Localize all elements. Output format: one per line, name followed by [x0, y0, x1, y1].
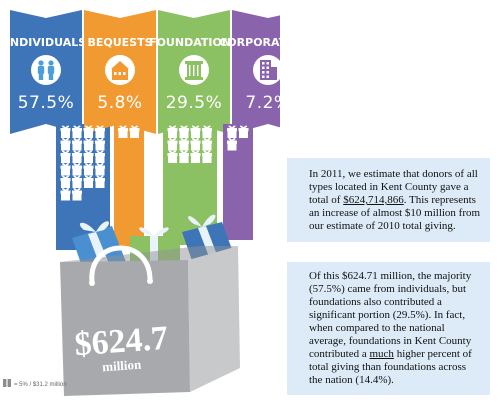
bag-front-panel	[60, 260, 190, 396]
gift-icon	[179, 125, 189, 138]
building-icon	[253, 55, 280, 85]
breakdown-text-box: Of this $624.71 million, the majority (5…	[287, 262, 490, 395]
gift-icon	[3, 379, 11, 387]
gift-icon	[83, 125, 94, 138]
value-label-corporations: 7.2%	[245, 93, 280, 113]
gift-icon	[72, 125, 82, 138]
gift-icon	[72, 150, 82, 163]
gift-icon	[129, 125, 140, 138]
infographic: INDIVIDUALS 57.5% BEQUESTS 5.8% FOUNDATIONS 2…	[3, 10, 280, 396]
gift-icon	[179, 137, 189, 151]
total-amount: $624.7	[73, 320, 169, 363]
bag-top-shadow	[60, 246, 238, 262]
column-icon	[179, 55, 209, 85]
gift-icon	[72, 162, 82, 176]
gift-icon	[60, 125, 71, 138]
value-label-individuals: 57.5%	[18, 93, 75, 113]
emphasis-much: much	[369, 348, 394, 360]
gift-icon	[95, 175, 105, 188]
gift-icon	[95, 125, 105, 138]
gift-icon	[83, 175, 94, 188]
bag-side-panel	[188, 246, 240, 392]
legend-text: = 5% / $31.2 million	[14, 382, 67, 388]
summary-text-start: In 2011, we estimate that donors of all …	[309, 168, 478, 206]
category-label-corporations: CORPORATIONS	[219, 36, 280, 49]
gift-stacks	[60, 125, 249, 201]
gift-icon	[118, 125, 128, 138]
gift-icon	[190, 125, 201, 138]
breakdown-text-end: higher percent of total giving than foun…	[309, 348, 472, 386]
gift-icon	[83, 162, 94, 176]
category-label-individuals: INDIVIDUALS	[6, 36, 86, 49]
gift-icon	[179, 150, 189, 163]
total-unit: million	[102, 357, 143, 375]
summary-text-end: . This represents an increase of almost …	[309, 194, 481, 232]
bag-handle	[89, 245, 153, 285]
gift-icon	[60, 175, 71, 188]
gift-icon	[72, 137, 82, 151]
strip-bequests	[114, 124, 144, 248]
gift-icon	[60, 187, 71, 201]
shopping-bag: $624.7 million	[60, 214, 240, 396]
gift-icon	[95, 162, 105, 176]
category-label-foundations: FOUNDATIONS	[149, 36, 239, 49]
gift-icon	[227, 125, 237, 138]
gift-icon	[95, 137, 105, 151]
gift-icon	[238, 125, 249, 138]
category-banners: INDIVIDUALS 57.5% BEQUESTS 5.8% FOUNDATIONS 2…	[6, 10, 280, 250]
gift-icon	[167, 137, 178, 151]
gift-icon	[202, 137, 212, 151]
gift-icon	[83, 137, 94, 151]
breakdown-text-start: Of this $624.71 million, the majority (5…	[309, 270, 472, 360]
gift-icon	[190, 150, 201, 163]
gift-icon	[202, 125, 212, 138]
gift-icon	[202, 150, 212, 163]
gift-icon	[60, 137, 71, 151]
category-label-bequests: BEQUESTS	[87, 36, 152, 49]
gift-icon	[227, 137, 237, 151]
people-icon	[31, 55, 61, 85]
gift-icon	[83, 150, 94, 163]
value-label-foundations: 29.5%	[166, 93, 223, 113]
gift-icon	[167, 150, 178, 163]
gift-icon	[167, 125, 178, 138]
gift-icon	[72, 175, 82, 188]
total-giving-amount: $624,714,866	[343, 194, 404, 206]
gift-icon	[190, 137, 201, 151]
summary-text-box: In 2011, we estimate that donors of all …	[287, 158, 490, 242]
gift-icon	[72, 187, 82, 201]
gift-icon	[60, 150, 71, 163]
value-label-bequests: 5.8%	[97, 93, 142, 113]
legend: = 5% / $31.2 million	[3, 379, 67, 388]
gift-icon	[95, 150, 105, 163]
house-icon	[105, 55, 135, 85]
gift-icon	[60, 162, 71, 176]
